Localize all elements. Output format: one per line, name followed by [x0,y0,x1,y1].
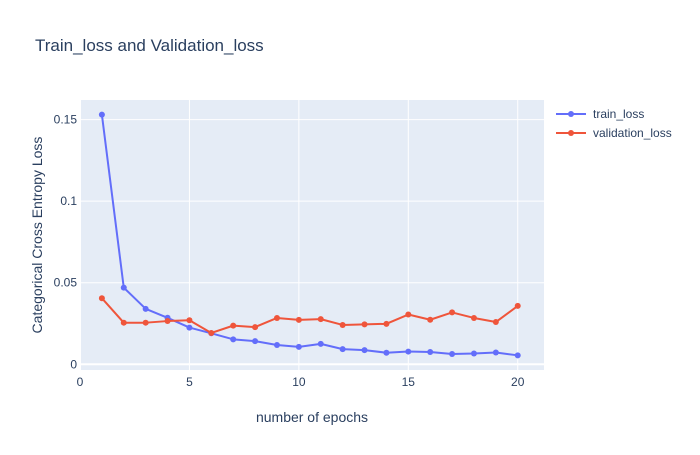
legend-item-train-loss[interactable]: train_loss [556,107,644,121]
data-point[interactable] [295,343,302,350]
x-axis-title: number of epochs [256,409,368,425]
data-point[interactable] [361,321,368,328]
x-tick-label: 20 [511,375,525,389]
legend-item-validation-loss[interactable]: validation_loss [556,126,672,140]
y-tick-label: 0.15 [54,113,78,127]
data-point[interactable] [98,295,105,302]
data-point[interactable] [427,316,434,323]
y-tick-label: 0.1 [60,194,77,208]
data-point[interactable] [98,111,105,118]
data-point[interactable] [208,329,215,336]
data-point[interactable] [492,349,499,356]
data-point[interactable] [252,324,259,331]
data-point[interactable] [514,352,521,359]
data-point[interactable] [427,349,434,356]
data-point[interactable] [120,319,127,326]
series-line [101,297,519,334]
chart-title: Train_loss and Validation_loss [35,36,264,55]
legend[interactable]: train_loss validation_loss [556,107,672,140]
data-point[interactable] [470,350,477,357]
data-point[interactable] [514,302,521,309]
data-point[interactable] [339,346,346,353]
data-point[interactable] [252,338,259,345]
data-point[interactable] [142,319,149,326]
data-point[interactable] [186,317,193,324]
data-point[interactable] [405,311,412,318]
data-point[interactable] [273,342,280,349]
y-axis-title: Categorical Cross Entropy Loss [29,137,45,334]
data-point[interactable] [492,319,499,326]
grid-lines [79,100,544,370]
x-tick-label: 10 [292,375,306,389]
data-point[interactable] [164,318,171,325]
data-point[interactable] [449,351,456,358]
data-point[interactable] [120,284,127,291]
data-point[interactable] [230,322,237,329]
series-validation-loss[interactable] [98,295,521,336]
data-point[interactable] [142,305,149,312]
series-line [100,114,518,357]
data-point[interactable] [470,314,477,321]
series-layer [98,111,521,359]
legend-label: train_loss [593,107,644,121]
data-point[interactable] [449,309,456,316]
y-tick-label: 0 [70,357,77,371]
series-train-loss[interactable] [98,111,521,359]
data-point[interactable] [317,316,324,323]
data-point[interactable] [295,316,302,323]
data-point[interactable] [383,320,390,327]
data-point[interactable] [383,349,390,356]
data-point[interactable] [273,314,280,321]
data-point[interactable] [317,340,324,347]
x-tick-label: 15 [402,375,416,389]
data-point[interactable] [230,336,237,343]
data-point[interactable] [339,321,346,328]
legend-label: validation_loss [593,126,672,140]
legend-marker [568,130,574,136]
y-axis-ticks: 0 0.05 0.1 0.15 [54,113,78,372]
legend-marker [568,111,574,117]
data-point[interactable] [186,324,193,331]
x-tick-label: 0 [77,375,84,389]
y-tick-label: 0.05 [54,276,78,290]
data-point[interactable] [405,348,412,355]
x-axis-ticks: 0 5 10 15 20 [77,375,525,389]
plot-area [80,100,544,370]
x-tick-label: 5 [186,375,193,389]
data-point[interactable] [361,347,368,354]
